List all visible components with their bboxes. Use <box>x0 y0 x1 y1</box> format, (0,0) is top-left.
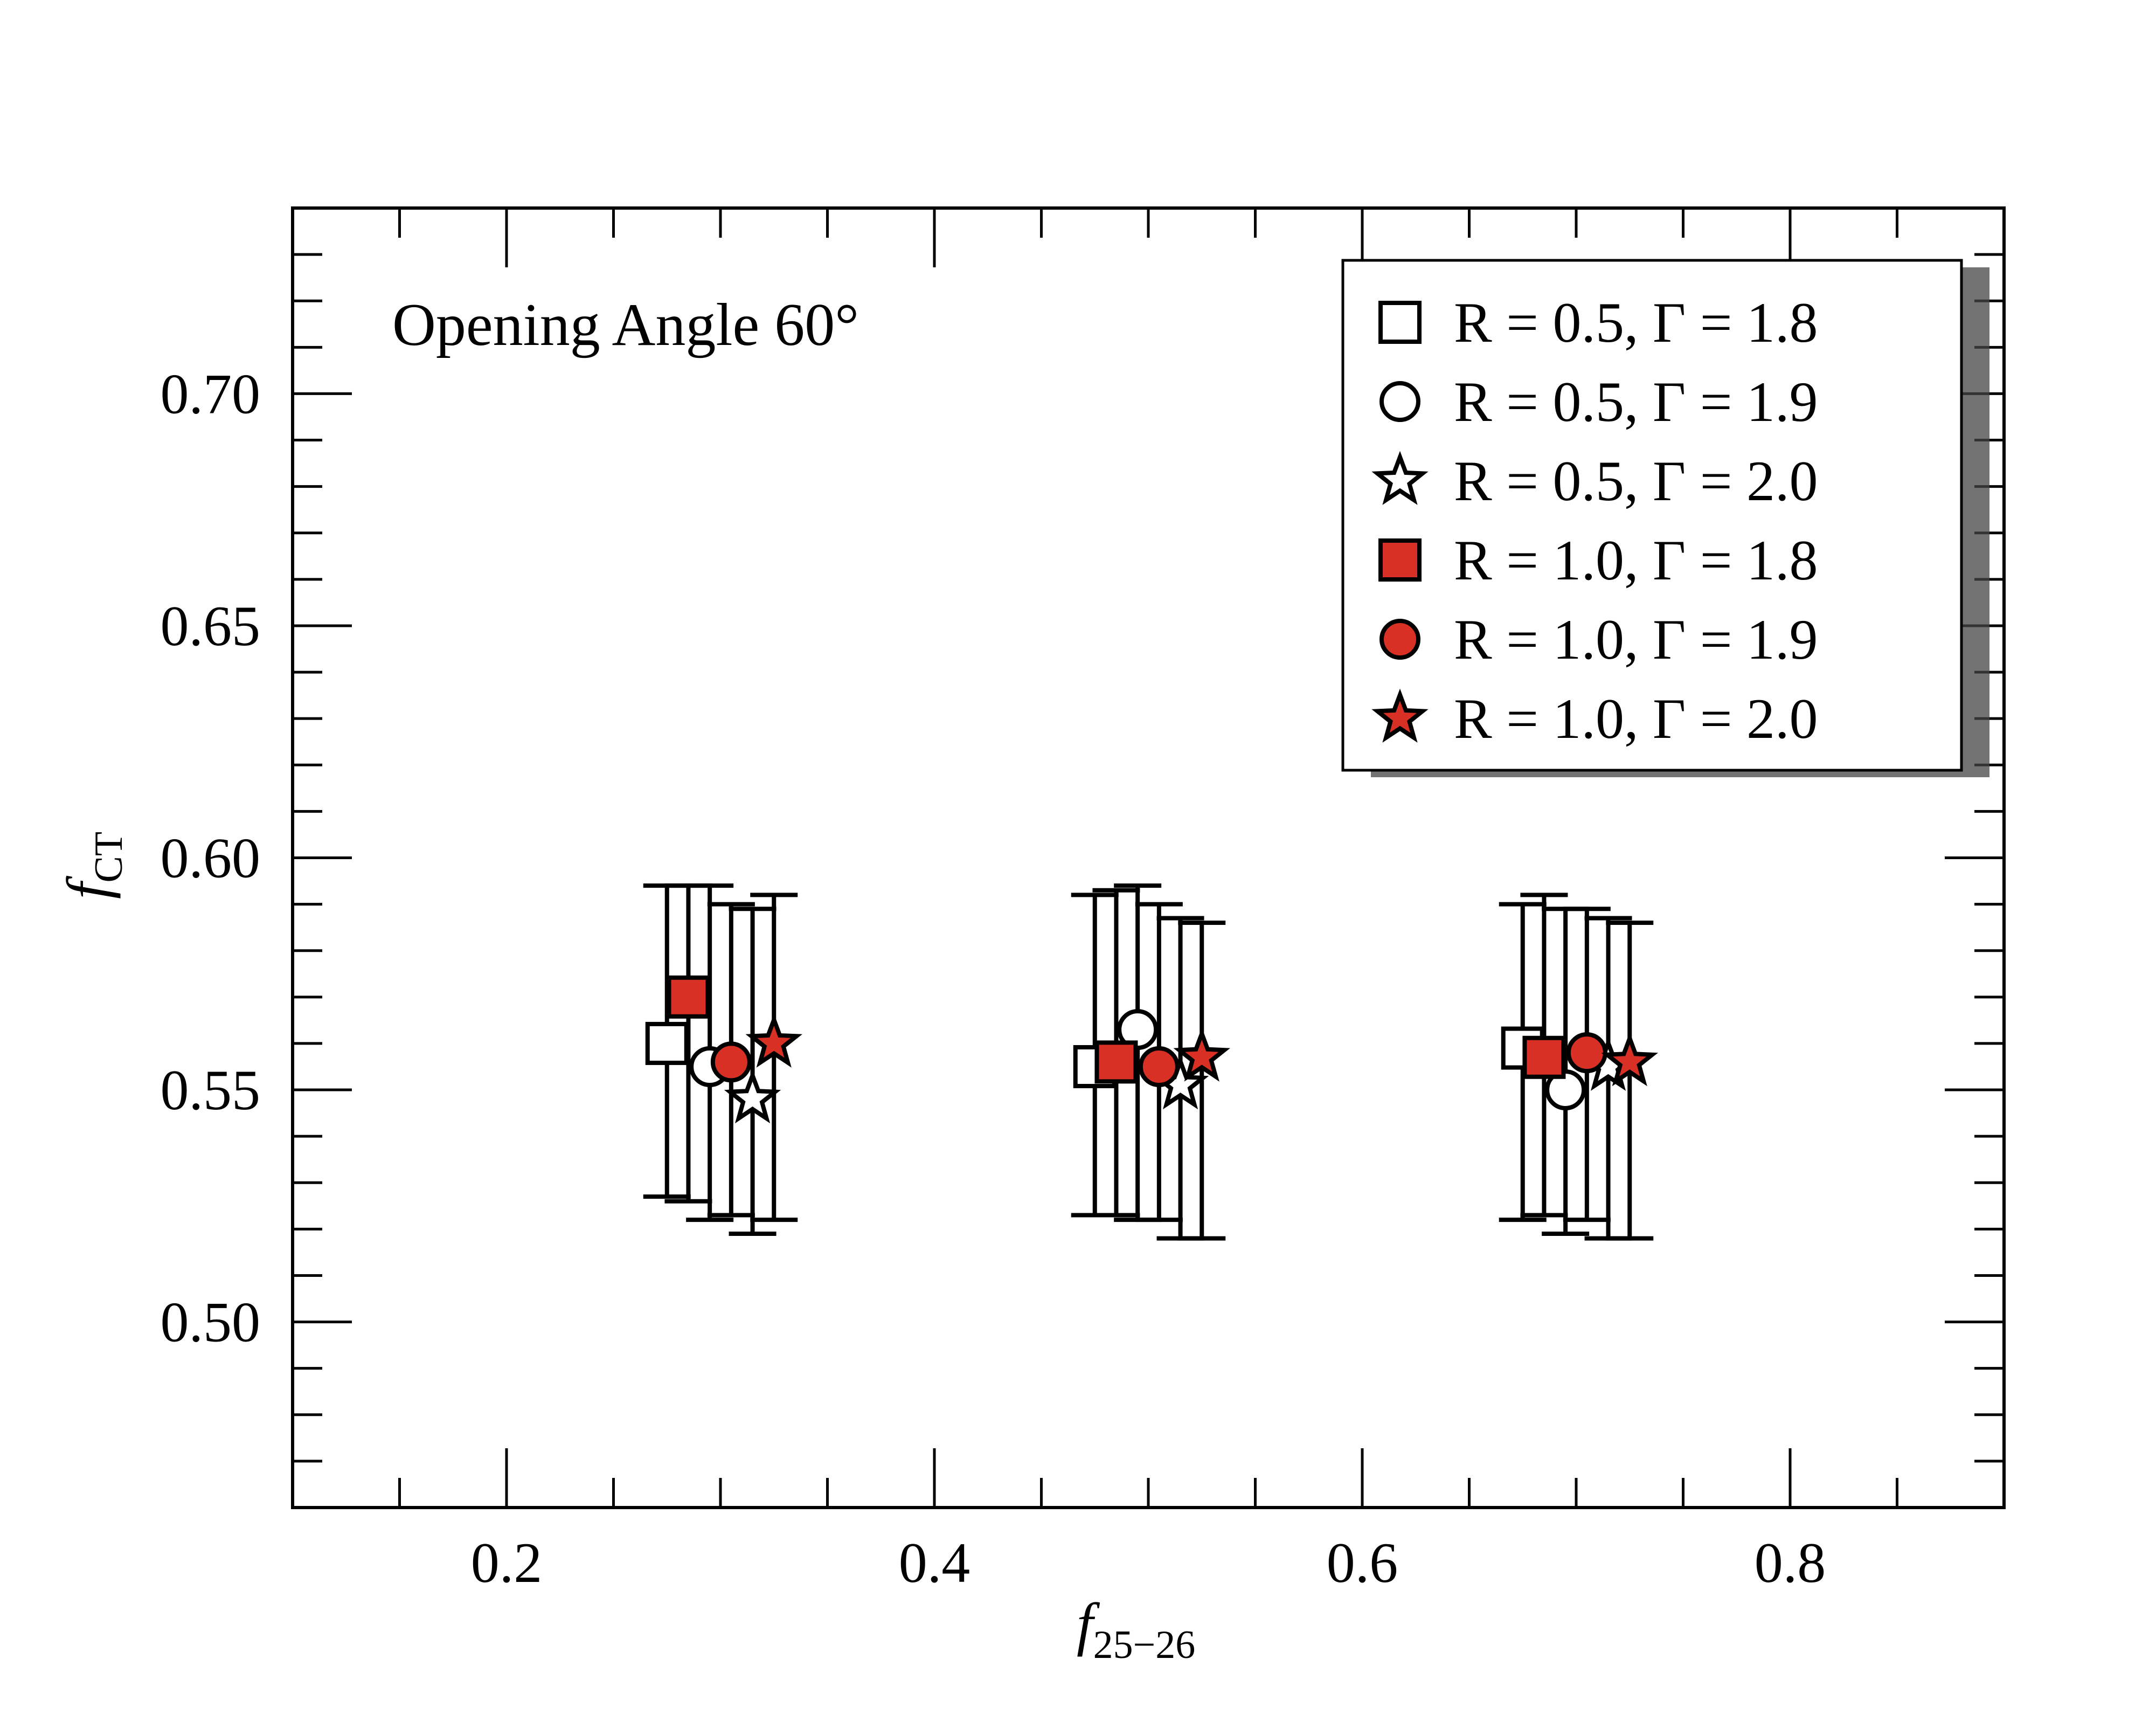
x-tick-label: 0.4 <box>899 1531 970 1594</box>
data-point-star-open <box>724 1069 781 1124</box>
legend-marker-square-open <box>1378 301 1422 344</box>
data-point-circle-filled <box>1138 1046 1180 1087</box>
data-point-star-filled <box>745 1013 802 1068</box>
y-tick-label: 0.55 <box>161 1059 261 1122</box>
legend-label: R = 0.5, Γ = 1.9 <box>1454 370 1818 433</box>
y-tick-label: 0.50 <box>161 1291 261 1354</box>
x-axis-title-sub: 25−26 <box>1093 1623 1196 1667</box>
legend-marker-square-filled <box>1378 538 1422 582</box>
y-tick-labels: 0.50 0.55 0.60 0.65 0.70 <box>161 362 261 1353</box>
legend-label: R = 1.0, Γ = 2.0 <box>1454 687 1818 750</box>
annotation-text: Opening Angle 60° <box>392 292 859 358</box>
x-tick-labels: 0.2 0.4 0.6 0.8 <box>471 1531 1826 1594</box>
legend-label: R = 1.0, Γ = 1.9 <box>1454 608 1818 671</box>
y-tick-label: 0.65 <box>161 595 261 658</box>
data-point-square-filled <box>1094 1040 1138 1084</box>
data-point-star-filled <box>1601 1032 1658 1087</box>
legend-marker-circle-filled <box>1379 619 1420 660</box>
x-tick-label: 0.8 <box>1755 1531 1826 1594</box>
legend-marker-circle-open <box>1379 381 1420 422</box>
data-point-square-filled <box>667 975 710 1019</box>
plot-frame <box>291 206 2006 1509</box>
legend-box <box>1341 259 1963 772</box>
y-tick-label: 0.70 <box>161 362 261 425</box>
data-point-star-filled <box>1173 1027 1230 1082</box>
legend-label: R = 1.0, Γ = 1.8 <box>1454 529 1818 592</box>
data-point-square-open <box>645 1021 689 1065</box>
legend-items: R = 0.5, Γ = 1.8 R = 0.5, Γ = 1.9 R = 0.5,… <box>1371 291 1818 750</box>
x-tick-label: 0.2 <box>471 1531 543 1594</box>
legend: R = 0.5, Γ = 1.8 R = 0.5, Γ = 1.9 R = 0.5,… <box>1341 259 1989 777</box>
data-point-circle-filled <box>1566 1032 1607 1074</box>
data-point-square-filled <box>1522 1035 1566 1079</box>
data-markers <box>645 975 1658 1124</box>
legend-label: R = 0.5, Γ = 1.8 <box>1454 291 1818 354</box>
legend-marker-star-filled <box>1371 688 1429 743</box>
legend-label: R = 0.5, Γ = 2.0 <box>1454 450 1818 513</box>
x-tick-label: 0.6 <box>1327 1531 1398 1594</box>
data-point-circle-filled <box>710 1041 752 1083</box>
legend-marker-star-open <box>1371 451 1429 505</box>
y-axis-title-sub: CT <box>87 832 131 883</box>
y-tick-label: 0.60 <box>161 827 261 890</box>
